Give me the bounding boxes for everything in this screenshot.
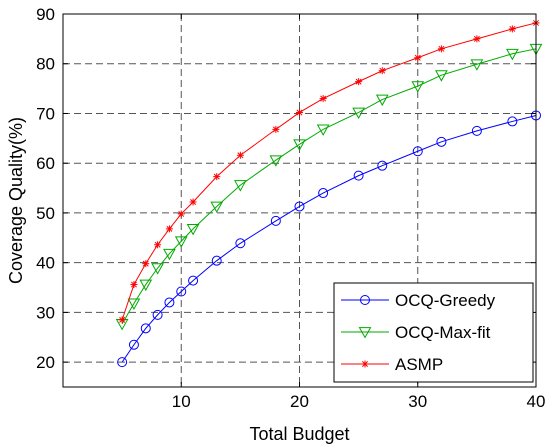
- axis-ticks: 10 20 30 40 20 30 40 50 60 70 80 90: [36, 5, 545, 411]
- data-point-ocq-greedy: [164, 297, 175, 308]
- data-point-asmp: [118, 316, 126, 324]
- data-point-asmp: [508, 25, 516, 33]
- data-point-ocq-max-fit: [163, 248, 176, 261]
- data-point-asmp: [319, 95, 327, 103]
- y-tick-label: 20: [36, 353, 55, 372]
- series-ocq-greedy: [117, 110, 541, 368]
- y-tick-label: 50: [36, 204, 55, 223]
- data-point-ocq-greedy: [235, 238, 246, 249]
- y-axis-label: Coverage Quality(%): [6, 117, 26, 284]
- data-point-asmp: [213, 173, 221, 181]
- legend-label: OCQ-Greedy: [395, 291, 496, 310]
- data-point-ocq-max-fit: [316, 124, 330, 136]
- legend-item-ocq-max-fit: OCQ-Max-fit: [341, 323, 491, 342]
- series-ocq-max-fit: [115, 43, 543, 331]
- data-point-ocq-greedy: [188, 275, 199, 286]
- x-tick-label: 30: [408, 392, 427, 411]
- data-point-ocq-max-fit: [210, 201, 224, 213]
- data-point-ocq-greedy: [140, 323, 151, 334]
- data-point-ocq-greedy: [294, 201, 305, 212]
- y-tick-label: 60: [36, 154, 55, 173]
- data-point-asmp: [236, 151, 244, 159]
- data-point-ocq-greedy: [176, 286, 187, 297]
- data-point-ocq-max-fit: [506, 48, 519, 61]
- y-tick-label: 40: [36, 254, 55, 273]
- data-point-ocq-max-fit: [411, 81, 425, 93]
- data-point-ocq-max-fit: [174, 236, 188, 248]
- data-point-ocq-greedy: [471, 125, 482, 136]
- data-point-ocq-max-fit: [139, 279, 153, 292]
- series-line-ocq-max-fit: [121, 48, 537, 325]
- data-point-ocq-greedy: [318, 188, 329, 199]
- x-axis-label: Total Budget: [249, 424, 349, 444]
- data-point-ocq-greedy: [211, 255, 222, 266]
- legend-marker: [361, 360, 369, 368]
- y-tick-label: 80: [36, 55, 55, 74]
- series-layer: [115, 19, 543, 368]
- data-point-ocq-max-fit: [151, 263, 164, 275]
- data-point-ocq-greedy: [270, 215, 281, 226]
- data-point-ocq-greedy: [412, 146, 423, 157]
- x-tick-label: 10: [172, 392, 191, 411]
- legend-label: OCQ-Max-fit: [395, 323, 491, 342]
- data-point-asmp: [272, 125, 280, 133]
- data-point-asmp: [165, 225, 173, 233]
- data-point-asmp: [130, 281, 138, 289]
- data-point-asmp: [355, 78, 363, 86]
- data-point-ocq-greedy: [507, 116, 518, 127]
- data-point-ocq-greedy: [353, 170, 364, 181]
- data-point-ocq-max-fit: [234, 180, 247, 192]
- data-point-asmp: [154, 241, 162, 249]
- data-point-asmp: [437, 45, 445, 53]
- data-point-ocq-greedy: [377, 160, 388, 171]
- data-point-ocq-max-fit: [435, 70, 448, 82]
- legend-marker: [358, 327, 372, 339]
- data-point-asmp: [189, 198, 197, 206]
- data-point-ocq-greedy: [117, 357, 128, 368]
- data-point-ocq-max-fit: [352, 107, 365, 120]
- x-tick-label: 20: [290, 392, 309, 411]
- legend-item-ocq-greedy: OCQ-Greedy: [341, 291, 496, 310]
- data-point-ocq-max-fit: [269, 155, 283, 167]
- legend-label: ASMP: [395, 355, 443, 374]
- data-point-ocq-greedy: [128, 339, 139, 350]
- data-point-asmp: [177, 210, 185, 218]
- data-point-ocq-max-fit: [186, 223, 200, 236]
- legend: OCQ-Greedy OCQ-Max-fit ASMP: [333, 282, 534, 383]
- data-point-asmp: [142, 260, 150, 268]
- y-tick-label: 70: [36, 104, 55, 123]
- y-tick-label: 30: [36, 303, 55, 322]
- data-point-asmp: [414, 54, 422, 62]
- y-tick-label: 90: [36, 5, 55, 24]
- data-point-ocq-max-fit: [293, 139, 306, 151]
- legend-item-asmp: ASMP: [341, 355, 443, 374]
- data-point-asmp: [296, 108, 303, 116]
- x-tick-label: 40: [527, 392, 546, 411]
- data-point-ocq-max-fit: [375, 94, 389, 107]
- data-point-asmp: [378, 67, 386, 75]
- data-point-ocq-greedy: [436, 136, 447, 147]
- data-point-ocq-greedy: [152, 309, 163, 320]
- series-line-ocq-greedy: [121, 114, 537, 363]
- data-point-asmp: [473, 35, 481, 43]
- legend-marker: [360, 295, 370, 305]
- data-point-ocq-max-fit: [470, 59, 484, 71]
- series-asmp: [118, 19, 540, 324]
- data-point-ocq-max-fit: [127, 298, 141, 310]
